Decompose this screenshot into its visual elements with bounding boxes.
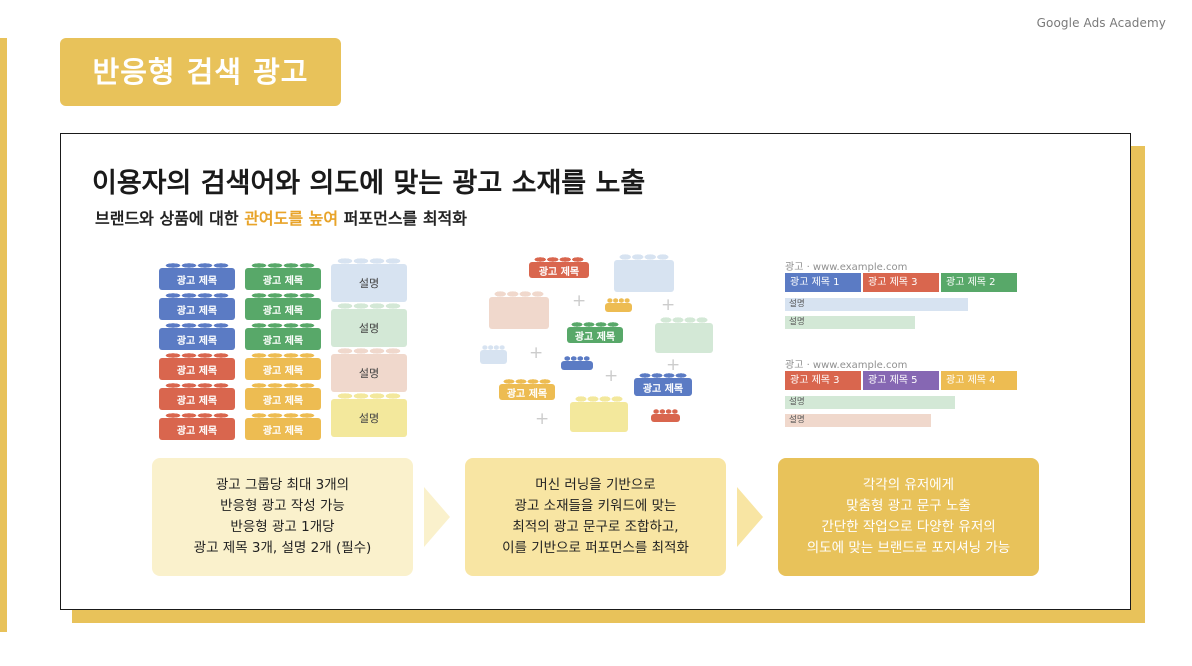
step-2-text: 머신 러닝을 기반으로 광고 소재들을 키워드에 맞는 최적의 광고 문구로 조… — [502, 475, 689, 559]
headline-brick: 광고 제목 — [159, 323, 235, 350]
step-1-line: 광고 제목 3개, 설명 2개 (필수) — [193, 540, 372, 556]
ad-headline: 광고 제목 2 — [941, 273, 1017, 292]
ad-headline: 광고 제목 5 — [863, 371, 939, 390]
step-2-box: 머신 러닝을 기반으로 광고 소재들을 키워드에 맞는 최적의 광고 문구로 조… — [465, 458, 726, 576]
subline-before: 브랜드와 상품에 대한 — [95, 209, 245, 228]
plus-icon: + — [529, 343, 544, 363]
ad-description: 설명 — [785, 414, 931, 427]
headline-brick: 광고 제목 — [245, 263, 321, 290]
description-brick: 설명 — [331, 303, 407, 347]
step-3-line: 맞춤형 광고 문구 노출 — [846, 498, 971, 514]
page-title: 반응형 검색 광고 — [60, 38, 341, 106]
step-3-line: 의도에 맞는 브랜드로 포지셔닝 가능 — [806, 540, 1011, 556]
arrow-2-icon — [737, 487, 763, 547]
plus-icon: + — [604, 366, 619, 386]
step-1-line: 광고 그룹당 최대 3개의 — [215, 477, 350, 493]
step-3-text: 각각의 유저에게 맞춤형 광고 문구 노출 간단한 작업으로 다양한 유저의 의… — [807, 475, 1010, 559]
plus-icon: + — [666, 355, 681, 375]
description-brick: 설명 — [331, 393, 407, 437]
headline-brick: 광고 제목 — [159, 413, 235, 440]
step-3-box: 각각의 유저에게 맞춤형 광고 문구 노출 간단한 작업으로 다양한 유저의 의… — [778, 458, 1039, 576]
description-brick: 설명 — [331, 258, 407, 302]
headline-brick: 광고 제목 — [529, 257, 589, 278]
step-3-line: 간단한 작업으로 다양한 유저의 — [821, 519, 996, 535]
headline-brick: 광고 제목 — [159, 263, 235, 290]
blank-brick — [489, 291, 549, 329]
headline-brick: 광고 제목 — [567, 322, 623, 343]
ad-description: 설명 — [785, 298, 968, 311]
headline-brick: 광고 제목 — [159, 383, 235, 410]
ad-headline: 광고 제목 3 — [863, 273, 939, 292]
headline-brick: 광고 제목 — [245, 413, 321, 440]
headline: 이용자의 검색어와 의도에 맞는 광고 소재를 노출 — [92, 168, 646, 199]
ad-url: 광고 · www.example.com — [785, 360, 908, 371]
description-brick — [614, 254, 674, 292]
headline-brick: 광고 제목 — [159, 353, 235, 380]
step-1-text: 광고 그룹당 최대 3개의 반응형 광고 작성 가능 반응형 광고 1개당 광고… — [194, 475, 372, 559]
ad-description: 설명 — [785, 316, 915, 329]
left-accent-bar — [0, 38, 7, 632]
headline-brick: 광고 제목 — [245, 323, 321, 350]
subline-after: 퍼포먼스를 최적화 — [338, 209, 467, 228]
headline-brick: 광고 제목 — [499, 379, 555, 400]
ad-headline: 광고 제목 4 — [941, 371, 1017, 390]
blank-brick — [651, 409, 680, 422]
step-1-line: 반응형 광고 작성 가능 — [220, 498, 345, 514]
ad-headline: 광고 제목 1 — [785, 273, 861, 292]
step-2-line: 머신 러닝을 기반으로 — [535, 477, 656, 493]
plus-icon: + — [535, 409, 550, 429]
description-brick: 설명 — [331, 348, 407, 392]
blank-brick — [655, 317, 713, 353]
step-1-line: 반응형 광고 1개당 — [230, 519, 335, 535]
step-2-line: 최적의 광고 문구로 조합하고, — [512, 519, 679, 535]
headline-brick: 광고 제목 — [634, 373, 692, 396]
headline-brick: 광고 제목 — [245, 293, 321, 320]
subline: 브랜드와 상품에 대한 관여도를 높여 퍼포먼스를 최적화 — [95, 205, 467, 229]
headline-brick: 광고 제목 — [245, 383, 321, 410]
plus-icon: + — [572, 291, 587, 311]
step-3-line: 각각의 유저에게 — [862, 477, 955, 493]
step-2-line: 이를 기반으로 퍼포먼스를 최적화 — [502, 540, 689, 556]
plus-icon: + — [661, 295, 676, 315]
blank-brick — [561, 356, 593, 370]
blank-brick — [570, 396, 628, 432]
step-1-box: 광고 그룹당 최대 3개의 반응형 광고 작성 가능 반응형 광고 1개당 광고… — [152, 458, 413, 576]
headline-brick: 광고 제목 — [159, 293, 235, 320]
blank-brick — [480, 345, 507, 364]
subline-highlight: 관여도를 높여 — [244, 209, 339, 228]
ad-headline: 광고 제목 3 — [785, 371, 861, 390]
step-2-line: 광고 소재들을 키워드에 맞는 — [514, 498, 677, 514]
arrow-1-icon — [424, 487, 450, 547]
ad-url: 광고 · www.example.com — [785, 262, 908, 273]
ad-description: 설명 — [785, 396, 955, 409]
blank-brick — [605, 298, 632, 312]
headline-brick: 광고 제목 — [245, 353, 321, 380]
brand-label: Google Ads Academy — [1036, 16, 1166, 30]
